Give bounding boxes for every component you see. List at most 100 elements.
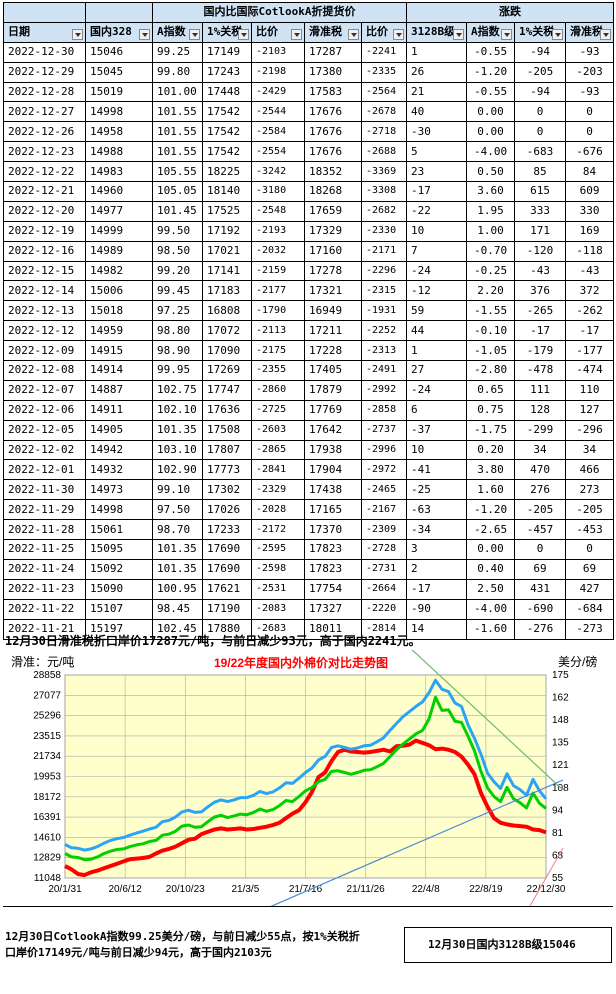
table-cell: 14960 (85, 181, 153, 202)
table-cell: 101.45 (152, 200, 203, 222)
y-tick-label-left: 12829 (33, 853, 61, 864)
column-header-1[interactable]: 国内328 (85, 21, 153, 43)
table-cell: 14998 (85, 101, 153, 123)
table-cell: -0.70 (466, 240, 516, 262)
table-row: 2022-12-26 14958 101.55 17542 -2584 17676 -271… (3, 121, 615, 143)
table-cell: -2731 (360, 558, 408, 580)
y-tick-label-left: 14610 (33, 832, 61, 843)
column-header-8[interactable]: A指数 (466, 21, 516, 43)
filter-dropdown-icon[interactable] (453, 28, 465, 40)
table-row: 2022-12-28 15019 101.00 17448 -2429 17583 -256… (3, 81, 615, 103)
table-cell: -478 (514, 360, 567, 381)
table-cell: 98.80 (152, 320, 203, 342)
table-cell: 98.70 (152, 519, 203, 541)
filter-dropdown-icon[interactable] (600, 28, 612, 40)
table-cell: -2682 (360, 200, 408, 222)
table-cell: -37 (406, 419, 468, 441)
table-cell: 1 (406, 340, 468, 362)
filter-dropdown-icon[interactable] (393, 28, 405, 40)
table-cell: 17160 (304, 240, 362, 262)
column-header-9[interactable]: 1%关税 (514, 21, 567, 43)
table-cell: -2584 (251, 121, 305, 143)
column-header-6[interactable]: 比价 (360, 21, 408, 43)
table-cell: -2688 (360, 141, 408, 163)
table-cell: -2.65 (466, 519, 516, 541)
filter-dropdown-icon[interactable] (348, 28, 359, 40)
table-cell: 14959 (85, 320, 153, 342)
table-cell: 2022-12-28 (3, 81, 86, 103)
column-header-2[interactable]: A指数 (152, 21, 203, 43)
table-cell: -2531 (251, 578, 305, 600)
column-header-7[interactable]: 3128B级 (406, 21, 468, 43)
table-cell: 69 (565, 558, 615, 580)
column-header-10[interactable]: 滑准税 (565, 21, 615, 43)
table-cell: -1.20 (466, 499, 516, 521)
table-row: 2022-12-29 15045 99.80 17243 -2198 17380 -2335… (3, 61, 615, 83)
table-cell: -2858 (360, 399, 408, 421)
table-cell: 2022-12-07 (3, 379, 86, 401)
table-cell: 17879 (304, 379, 362, 401)
table-cell: 128 (514, 399, 567, 421)
filter-dropdown-icon[interactable] (238, 28, 249, 40)
table-cell: 17773 (202, 459, 252, 481)
table-cell: 0.00 (466, 539, 516, 560)
table-cell: 2022-11-23 (3, 578, 86, 600)
column-header-4[interactable]: 比价 (251, 21, 305, 43)
table-cell: -4.00 (466, 598, 516, 620)
table-cell: -2664 (360, 578, 408, 600)
filter-dropdown-icon[interactable] (501, 28, 513, 40)
table-cell: -43 (565, 260, 615, 282)
column-header-0[interactable]: 日期 (3, 21, 86, 43)
table-cell: 1.60 (466, 479, 516, 501)
table-cell: -1.55 (466, 300, 516, 322)
table-cell: 17149 (202, 41, 252, 63)
table-cell: 100.95 (152, 578, 203, 600)
table-cell: 15090 (85, 578, 153, 600)
table-cell: 17636 (202, 399, 252, 421)
table-cell: -0.55 (466, 41, 516, 63)
table-cell: -17 (406, 181, 468, 202)
table-cell: 171 (514, 220, 567, 242)
table-cell: 0.00 (466, 121, 516, 143)
table-cell: -2603 (251, 419, 305, 441)
table-cell: -93 (565, 41, 615, 63)
table-cell: 2022-12-26 (3, 121, 86, 143)
table-cell: -676 (565, 141, 615, 163)
y-tick-label-right: 121 (552, 760, 569, 771)
table-row: 2022-11-28 15061 98.70 17233 -2172 17370 -2309… (3, 519, 615, 541)
table-cell: -205 (514, 61, 567, 83)
table-cell: -2683 (251, 618, 305, 640)
table-cell: 2.20 (466, 280, 516, 302)
trend-line-blue (257, 779, 564, 913)
table-cell: -2252 (360, 320, 408, 342)
table-cell: 14988 (85, 141, 153, 163)
table-cell: 10 (406, 220, 468, 242)
table-cell: -2198 (251, 61, 305, 83)
table-cell: 105.55 (152, 161, 203, 183)
filter-dropdown-icon[interactable] (189, 28, 200, 40)
table-cell: -22 (406, 200, 468, 222)
column-header-label: 1%关税 (519, 25, 555, 39)
table-cell: -2083 (251, 598, 305, 620)
table-row: 2022-12-09 14915 98.90 17090 -2175 17228 -2313… (3, 340, 615, 362)
filter-dropdown-icon[interactable] (552, 28, 564, 40)
table-cell: 276 (514, 479, 567, 501)
filter-dropdown-icon[interactable] (139, 28, 150, 40)
y-tick-label-left: 23515 (33, 731, 61, 742)
table-row: 2022-12-16 14989 98.50 17021 -2032 17160 -2171… (3, 240, 615, 262)
filter-dropdown-icon[interactable] (291, 28, 302, 40)
table-cell: -2329 (251, 479, 305, 501)
column-header-3[interactable]: 1%关税 (202, 21, 252, 43)
table-cell: 5 (406, 141, 468, 163)
y-tick-label-left: 25296 (33, 711, 61, 722)
table-cell: -273 (565, 618, 615, 640)
table-cell: 14914 (85, 360, 153, 381)
table-cell: -3180 (251, 181, 305, 202)
filter-dropdown-icon[interactable] (72, 28, 83, 40)
table-cell: 18352 (304, 161, 362, 183)
table-cell: -2718 (360, 121, 408, 143)
table-cell: 372 (565, 280, 615, 302)
table-cell: 111 (514, 379, 567, 401)
column-header-5[interactable]: 滑准税 (304, 21, 362, 43)
table-cell: -179 (514, 340, 567, 362)
